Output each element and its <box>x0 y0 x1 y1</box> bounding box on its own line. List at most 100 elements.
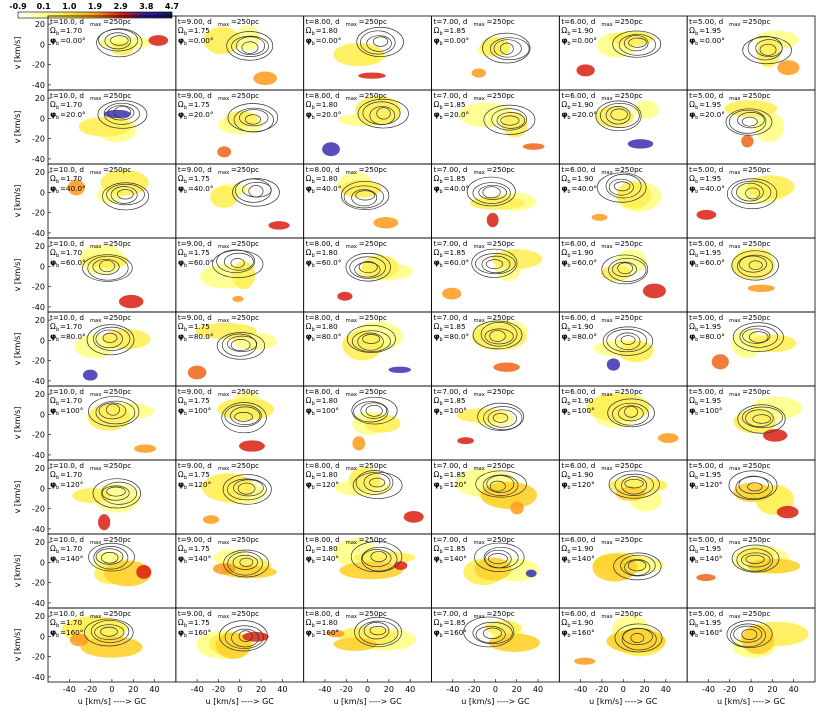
panel-dmax-subscript: max <box>90 96 101 102</box>
panel-time-label: t=5.00, d <box>689 17 723 26</box>
x-tick-label: 40 <box>661 685 671 694</box>
contour-line <box>227 103 279 133</box>
y-tick-label: 0 <box>40 558 45 567</box>
contour-line <box>745 554 765 564</box>
contour-line <box>360 402 388 419</box>
panel-phi-symbol: φ <box>306 406 312 415</box>
panel-phi-label: =0.00° <box>60 36 86 45</box>
contour-line <box>363 622 390 640</box>
x-tick-label: 0 <box>493 685 498 694</box>
density-hotspot <box>212 563 236 575</box>
panel-phi-label: =120° <box>571 480 594 489</box>
density-hotspot <box>627 139 654 149</box>
contour-line <box>483 406 523 431</box>
panel-phi-subscript: b <box>440 485 443 491</box>
panel-omega-subscript: b <box>56 475 59 481</box>
panel-time-label: t=9.00, d <box>178 239 212 248</box>
panel-phi-label: =140° <box>188 554 211 563</box>
panel-r7-c3: t=8.00, d max =250pc Ω b =1.80 φ b =120° <box>303 459 432 535</box>
panel-dmax-label: =250pc <box>103 91 131 100</box>
panel-r6-c1: t=10.0, d max =250pc Ω b =1.70 φ b =100° 20 0 -20 -4… <box>13 385 177 461</box>
panel-omega-label: =1.75 <box>188 26 210 35</box>
panel-omega-label: =1.75 <box>188 544 210 553</box>
panel-omega-symbol: Ω <box>561 248 567 257</box>
panel-phi-label: =20.0° <box>444 110 470 119</box>
panel-phi-label: =140° <box>699 554 722 563</box>
y-tick-label: -20 <box>32 283 45 292</box>
panel-phi-label: =20.0° <box>571 110 597 119</box>
density-blob <box>353 551 416 564</box>
panel-r3-c2: t=9.00, d max =250pc Ω b =1.75 φ b =40.0° <box>175 163 305 239</box>
panel-omega-subscript: b <box>440 253 443 259</box>
contour-line <box>627 559 647 572</box>
panel-omega-symbol: Ω <box>561 544 567 553</box>
contour-line <box>224 404 262 427</box>
panel-omega-subscript: b <box>184 179 187 185</box>
contour-line <box>88 542 135 572</box>
contour-line <box>113 106 132 119</box>
panel-dmax-subscript: max <box>474 614 485 620</box>
panel-phi-subscript: b <box>184 41 187 47</box>
panel-r5-c3: t=8.00, d max =250pc Ω b =1.80 φ b =80.0° <box>303 311 432 387</box>
panel-r4-c1: t=10.0, d max =250pc Ω b =1.70 φ b =60.0° 20 0 -20 -… <box>13 237 177 313</box>
panel-dmax-label: =250pc <box>614 17 642 26</box>
panel-phi-label: =0.00° <box>444 36 470 45</box>
density-hotspot <box>337 291 353 301</box>
panel-phi-symbol: φ <box>561 480 567 489</box>
contour-line <box>607 398 655 428</box>
contour-line <box>106 183 145 206</box>
y-axis-label: v [km/s] <box>13 555 22 588</box>
contour-line <box>241 41 259 54</box>
panel-dmax-subscript: max <box>218 540 229 546</box>
panel-r9-c2: t=9.00, d max =250pc Ω b =1.75 φ b =160° -40 -20 0 2… <box>175 607 305 694</box>
panel-omega-subscript: b <box>440 105 443 111</box>
panel-phi-symbol: φ <box>50 480 56 489</box>
panel-dmax-subscript: max <box>474 540 485 546</box>
panel-phi-symbol: φ <box>178 480 184 489</box>
panel-dmax-label: =250pc <box>231 165 259 174</box>
panel-phi-symbol: φ <box>434 258 440 267</box>
x-tick-label: 40 <box>533 685 543 694</box>
x-tick-label: 0 <box>365 685 370 694</box>
contour-line <box>232 178 280 207</box>
contour-line <box>110 35 129 46</box>
panel-phi-symbol: φ <box>50 110 56 119</box>
contour-line <box>101 552 119 564</box>
density-hotspot <box>232 295 244 302</box>
y-tick-label: 20 <box>35 242 45 251</box>
panel-phi-symbol: φ <box>306 332 312 341</box>
contour-line <box>608 470 660 499</box>
panel-phi-symbol: φ <box>306 110 312 119</box>
panel-dmax-subscript: max <box>346 614 357 620</box>
contour-line <box>491 108 528 131</box>
panel-omega-subscript: b <box>56 253 59 259</box>
panel-r9-c5: t=6.00, d max =250pc Ω b =1.90 φ b =160° -40 -20 0 2… <box>558 607 688 694</box>
panel-phi-label: =80.0° <box>444 332 470 341</box>
contour-line <box>223 549 270 578</box>
panel-dmax-subscript: max <box>601 170 612 176</box>
panel-time-label: t=6.00, d <box>561 239 595 248</box>
panel-dmax-subscript: max <box>729 466 740 472</box>
density-blob <box>592 553 638 582</box>
x-tick-label: -40 <box>574 685 587 694</box>
panel-omega-subscript: b <box>567 327 570 333</box>
panel-omega-label: =1.70 <box>60 248 82 257</box>
panel-time-label: t=10.0, d <box>50 461 84 470</box>
panel-omega-label: =1.85 <box>444 544 466 553</box>
contour-line <box>370 551 387 563</box>
panel-omega-symbol: Ω <box>434 100 440 109</box>
panel-dmax-subscript: max <box>218 614 229 620</box>
y-tick-label: -40 <box>32 525 45 534</box>
panel-phi-label: =60.0° <box>444 258 470 267</box>
panel-phi-symbol: φ <box>178 184 184 193</box>
panel-dmax-subscript: max <box>729 318 740 324</box>
density-hotspot <box>442 287 462 300</box>
panel-phi-subscript: b <box>56 263 59 269</box>
panel-phi-subscript: b <box>184 485 187 491</box>
panel-phi-subscript: b <box>695 263 698 269</box>
panel-omega-symbol: Ω <box>689 100 695 109</box>
panel-omega-label: =1.75 <box>188 174 210 183</box>
panel-omega-subscript: b <box>567 253 570 259</box>
density-hotspot <box>253 71 277 86</box>
panel-r8-c5: t=6.00, d max =250pc Ω b =1.90 φ b =140° <box>558 533 688 609</box>
